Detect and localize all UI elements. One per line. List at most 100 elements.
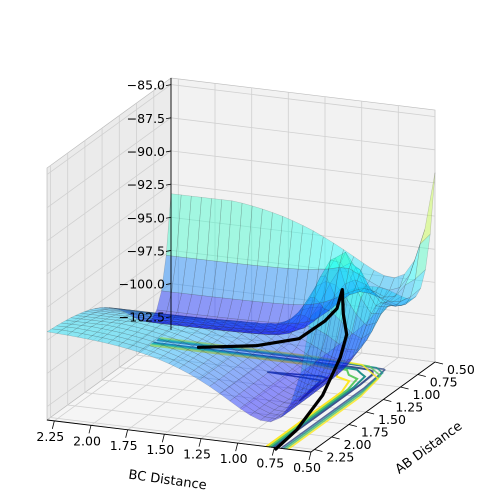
- surface-facet: [150, 319, 167, 325]
- surface-facet: [70, 321, 88, 326]
- surface-facet: [124, 309, 140, 312]
- surface-facet: [226, 200, 243, 264]
- surface-facet: [128, 313, 144, 318]
- surface-facet: [297, 388, 314, 395]
- surface-facet: [381, 302, 397, 315]
- surface-facet: [104, 307, 120, 309]
- surface-facet: [309, 302, 325, 322]
- surface-facet: [260, 327, 277, 340]
- surface-facet: [172, 345, 189, 354]
- surface-facet: [232, 365, 249, 377]
- surface-facet: [296, 360, 313, 372]
- surface-facet: [264, 334, 280, 335]
- surface-facet: [288, 304, 304, 324]
- surface-facet: [122, 338, 139, 346]
- surface-facet: [201, 323, 217, 332]
- surface-facet: [151, 309, 168, 321]
- surface-facet: [360, 269, 376, 294]
- surface-facet: [314, 309, 330, 322]
- surface-facet: [91, 323, 108, 329]
- surface-facet: [389, 273, 405, 291]
- surface-facet: [60, 320, 77, 325]
- surface-facet: [207, 325, 224, 331]
- surface-facet: [202, 315, 218, 327]
- surface-facet: [113, 308, 129, 311]
- surface-facet: [302, 371, 318, 382]
- surface-facet: [165, 193, 182, 257]
- surface-facet: [95, 310, 111, 314]
- surface-facet: [300, 311, 317, 374]
- surface-facet: [145, 313, 161, 316]
- surface-facet: [277, 376, 294, 388]
- surface-facet: [152, 348, 169, 357]
- surface-facet: [267, 368, 284, 381]
- surface-facet: [275, 410, 291, 419]
- surface-facet: [115, 313, 131, 317]
- surface-facet: [299, 297, 316, 316]
- surface-facet: [228, 368, 244, 380]
- surface-facet: [218, 328, 234, 332]
- surface-facet: [395, 298, 412, 306]
- surface-facet: [279, 316, 296, 325]
- surface-facet: [169, 314, 185, 317]
- surface-facet: [253, 394, 270, 405]
- surface-facet: [239, 330, 255, 334]
- contour-level-inner-2: [157, 338, 384, 450]
- surface-facet: [140, 311, 156, 314]
- surface-facet: [313, 382, 329, 391]
- surface-facet: [184, 318, 200, 323]
- surface-facet: [370, 305, 387, 315]
- surface-facet: [279, 325, 296, 333]
- surface-facet: [237, 202, 253, 265]
- surface-facet: [141, 318, 157, 322]
- surface-facet: [259, 326, 276, 330]
- surface-facet: [229, 324, 245, 329]
- surface-facet: [175, 316, 191, 320]
- surface-facet: [247, 300, 264, 322]
- surface-facet: [174, 315, 190, 318]
- surface-facet: [156, 290, 172, 312]
- surface-facet: [283, 398, 300, 405]
- surface-facet: [279, 331, 295, 335]
- surface-facet: [142, 317, 158, 322]
- surface-facet: [336, 358, 353, 370]
- surface-facet: [303, 389, 319, 398]
- surface-facet: [178, 364, 195, 375]
- surface-facet: [399, 259, 415, 288]
- surface-facet: [172, 324, 188, 327]
- surface-facet: [249, 331, 265, 335]
- surface-facet: [257, 301, 274, 323]
- surface-facet: [169, 315, 185, 319]
- surface-facet: [224, 322, 240, 327]
- surface-facet: [232, 351, 248, 363]
- surface-facet: [234, 327, 250, 332]
- z-tick: [165, 183, 172, 186]
- surface-facet: [409, 229, 425, 275]
- y-tick-label: 2.00: [73, 433, 101, 448]
- surface-facet: [137, 338, 154, 346]
- surface-facet: [188, 325, 204, 329]
- surface-facet: [212, 316, 229, 328]
- z-tick: [165, 250, 172, 252]
- surface-facet: [216, 199, 233, 263]
- surface-facet: [298, 303, 315, 324]
- surface-facet: [140, 314, 156, 318]
- surface-facet: [126, 325, 143, 333]
- surface-facet: [258, 390, 275, 402]
- surface-facet: [119, 309, 135, 312]
- surface-facet: [338, 288, 355, 345]
- surface-facet: [106, 322, 123, 328]
- surface-facet: [138, 314, 154, 320]
- surface-facet: [91, 331, 108, 338]
- surface-facet: [275, 328, 292, 341]
- surface-facet: [352, 286, 369, 334]
- surface-facet: [308, 385, 324, 394]
- surface-facet: [178, 323, 194, 328]
- surface-facet: [366, 313, 382, 326]
- surface-facet: [293, 268, 309, 305]
- surface-facet: [295, 365, 311, 401]
- surface-facet: [389, 284, 406, 302]
- surface-facet: [268, 331, 285, 335]
- surface-facet: [105, 316, 122, 321]
